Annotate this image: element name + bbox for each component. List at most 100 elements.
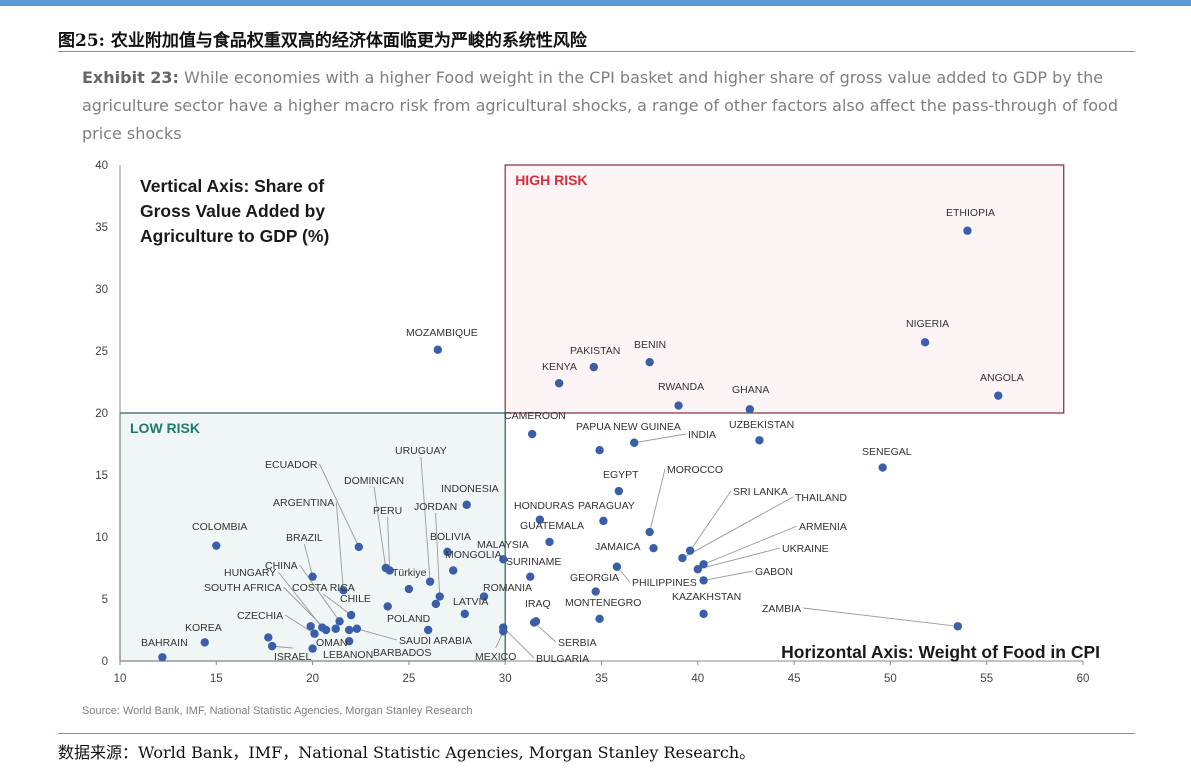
point-georgia	[591, 587, 600, 596]
label-kenya: KENYA	[542, 361, 577, 373]
leader-line	[495, 631, 504, 649]
point-barbados	[423, 625, 433, 635]
label-bulgaria: BULGARIA	[536, 653, 589, 665]
label-mexico: MEXICO	[475, 651, 516, 663]
leader-line	[323, 593, 352, 616]
y-tick-label: 15	[95, 470, 108, 482]
x-tick-label: 55	[980, 673, 993, 685]
title-rule	[58, 51, 1135, 52]
exhibit-label: Exhibit 23:	[82, 68, 179, 87]
point-t-rkiye	[404, 584, 414, 594]
figure-title: 图25: 农业附加值与食品权重双高的经济体面临更为严峻的系统性风险	[58, 31, 587, 51]
point-papua-new-guinea	[595, 446, 604, 455]
point-latvia	[460, 609, 469, 619]
point-mongolia	[448, 566, 458, 575]
source-note: Source: World Bank, IMF, National Statis…	[82, 705, 473, 717]
x-tick-label: 10	[114, 673, 127, 685]
label-gabon: GABON	[755, 566, 793, 578]
label-paraguay: PARAGUAY	[578, 500, 635, 512]
point-unlabeled-1	[158, 653, 167, 662]
low-risk-region	[119, 412, 506, 662]
exhibit-text: While economies with a higher Food weigh…	[82, 68, 1118, 143]
label-iraq: IRAQ	[525, 598, 551, 610]
y-axis-title: Vertical Axis: Share of Gross Value Added…	[140, 176, 329, 246]
point-saudi-arabia	[352, 624, 362, 633]
label-saudi-arabia: SAUDI ARABIA	[399, 635, 472, 647]
leader-line	[533, 622, 557, 643]
point-guatemala	[545, 537, 554, 547]
label-brazil: BRAZIL	[286, 532, 323, 544]
leader-line	[335, 501, 344, 591]
point-paraguay	[599, 516, 608, 526]
leader-line	[373, 486, 387, 569]
leader-line	[303, 543, 314, 577]
label-poland: POLAND	[387, 613, 431, 625]
label-indonesia: INDONESIA	[441, 483, 499, 495]
x-axis-title: Horizontal Axis: Weight of Food in CPI	[781, 642, 1100, 662]
leader-line	[319, 463, 360, 548]
point-angola	[994, 391, 1003, 400]
point-colombia	[212, 541, 221, 550]
point-korea	[264, 633, 273, 642]
point-cameroon	[527, 429, 537, 439]
leader-line	[283, 586, 327, 631]
label-bolivia: BOLIVIA	[430, 531, 471, 543]
label-ethiopia: ETHIOPIA	[946, 207, 995, 219]
label-south-africa: SOUTH AFRICA	[204, 582, 282, 594]
point-montenegro	[595, 614, 604, 624]
data-source-cn: 数据来源：World Bank，IMF，National Statistic A…	[58, 743, 756, 762]
label-morocco: MOROCCO	[667, 464, 723, 476]
point-uruguay	[425, 577, 435, 586]
y-tick-label: 30	[95, 284, 108, 296]
label-barbados: BARBADOS	[373, 647, 431, 659]
label-thailand: THAILAND	[795, 492, 847, 504]
x-tick-label: 15	[210, 673, 223, 685]
point-unlabeled-4	[331, 624, 340, 633]
label-kazakhstan: KAZAKHSTAN	[672, 591, 741, 603]
label-costa-rica: COSTA RICA	[292, 582, 355, 594]
point-china	[335, 617, 344, 626]
leader-line	[697, 547, 781, 570]
data-points	[158, 226, 1003, 662]
point-czechia	[310, 629, 319, 638]
leader-line	[435, 512, 441, 597]
point-sri-lanka	[685, 546, 695, 555]
label-cameroon: CAMEROON	[504, 410, 566, 422]
x-tick-label: 20	[306, 673, 319, 685]
point-ukraine	[693, 565, 702, 574]
label-serbia: SERBIA	[558, 637, 597, 649]
label-uzbekistan: UZBEKISTAN	[729, 419, 794, 431]
label-egypt: EGYPT	[603, 469, 639, 481]
point-senegal	[878, 463, 887, 472]
label-mozambique: MOZAMBIQUE	[406, 327, 478, 339]
y-tick-label: 40	[95, 160, 108, 172]
label-guatemala: GUATEMALA	[520, 520, 584, 532]
top-accent-bar	[0, 0, 1191, 6]
point-poland	[383, 602, 392, 611]
point-jordan	[435, 592, 444, 601]
point-bolivia	[443, 547, 452, 557]
label-peru: PERU	[373, 505, 402, 517]
leader-line	[649, 468, 666, 533]
x-tick-label: 30	[499, 673, 512, 685]
leader-line	[272, 645, 293, 649]
label-sri-lanka: SRI LANKA	[733, 486, 788, 498]
y-axis-title-line: Vertical Axis: Share of	[140, 176, 324, 196]
label-papua-new-guinea: PAPUA NEW GUINEA	[576, 421, 681, 433]
point-peru	[385, 566, 394, 575]
leader-line	[387, 516, 391, 571]
point-iraq	[531, 617, 541, 626]
point-ecuador	[354, 542, 364, 552]
label-leader-lines	[272, 433, 958, 659]
point-egypt	[614, 486, 624, 496]
point-jamaica	[649, 543, 658, 553]
point-hungary	[318, 623, 327, 632]
label-colombia: COLOMBIA	[192, 521, 247, 533]
point-rwanda	[674, 401, 683, 410]
y-tick-label: 20	[95, 408, 108, 420]
x-tick-label: 60	[1077, 673, 1090, 685]
label-pakistan: PAKISTAN	[570, 345, 620, 357]
label-ukraine: UKRAINE	[782, 543, 829, 555]
point-suriname	[526, 572, 535, 581]
label-oman: OMAN	[316, 637, 348, 649]
